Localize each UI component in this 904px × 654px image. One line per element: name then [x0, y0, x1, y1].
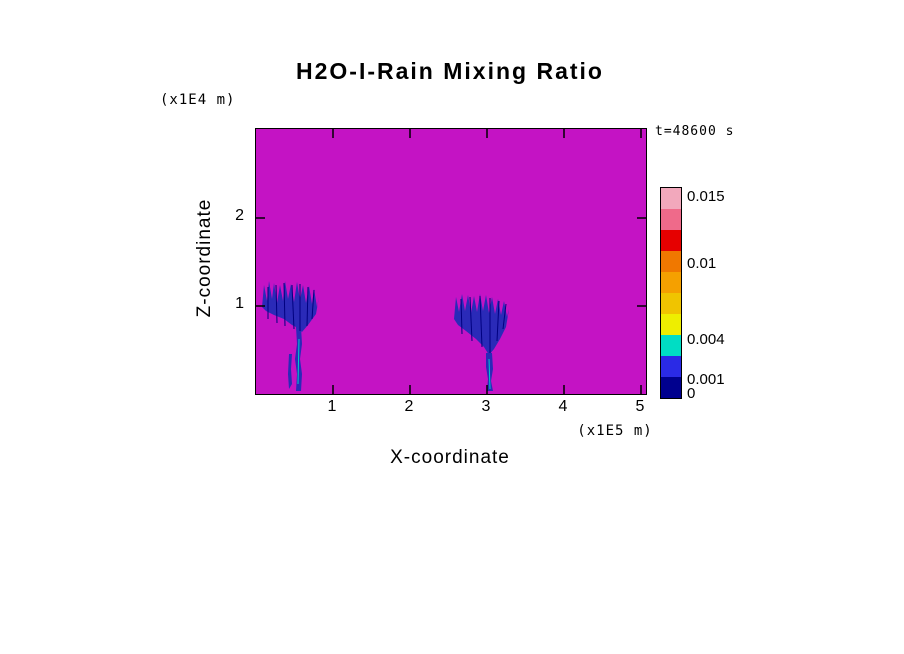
x-tick-label-1: 1 [327, 398, 337, 415]
colorbar-segment [661, 230, 681, 251]
x-tick-label-3: 3 [481, 398, 491, 415]
axis-ticks [256, 129, 646, 394]
colorbar-label: 0.01 [687, 255, 717, 272]
colorbar-segment [661, 272, 681, 293]
colorbar-segment [661, 209, 681, 230]
x-tick-label-4: 4 [558, 398, 568, 415]
y-axis-unit: (x1E4 m) [160, 92, 236, 108]
colorbar-segment [661, 335, 681, 356]
rain-shaft-1-streaks [267, 282, 315, 331]
colorbar-segment [661, 251, 681, 272]
x-axis-label: X-coordinate [390, 447, 510, 468]
colorbar-label: 0 [687, 385, 696, 402]
contour-plot [256, 129, 646, 394]
y-tick-label-2: 2 [235, 207, 244, 224]
colorbar-label: 0.015 [687, 188, 725, 205]
colorbar-segment [661, 356, 681, 377]
x-tick-label-2: 2 [404, 398, 414, 415]
colorbar-label: 0.001 [687, 371, 725, 388]
rain-shaft-2-core [488, 358, 491, 390]
chart-title: H2O-I-Rain Mixing Ratio [296, 58, 604, 84]
y-axis-label: Z-coordinate [194, 198, 215, 318]
x-tick-label-5: 5 [635, 398, 645, 415]
colorbar-segment [661, 188, 681, 209]
colorbar-segment [661, 293, 681, 314]
plot-area [255, 128, 647, 395]
rain-shaft-2-streaks [460, 295, 507, 353]
rain-shaft-1-core [297, 338, 300, 385]
x-axis-unit: (x1E5 m) [577, 423, 653, 439]
colorbar [660, 187, 682, 399]
colorbar-segment [661, 314, 681, 335]
colorbar-label: 0.004 [687, 331, 725, 348]
colorbar-segment [661, 377, 681, 398]
time-label: t=48600 s [655, 124, 735, 139]
field-background [256, 129, 646, 394]
y-tick-label-1: 1 [235, 295, 244, 312]
